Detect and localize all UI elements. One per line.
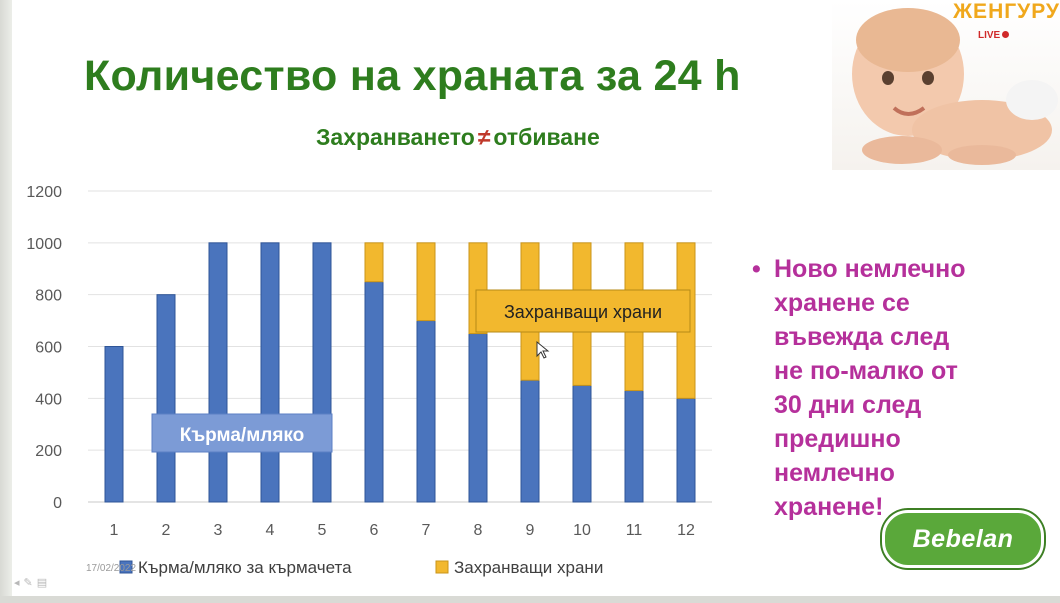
bar-milk bbox=[260, 242, 280, 503]
annotation-milk-box bbox=[151, 413, 333, 453]
bar-milk bbox=[364, 281, 384, 503]
bullet-point: • Ново немлечно хранене се въвежда след не … bbox=[752, 252, 1042, 524]
y-tick-label: 800 bbox=[35, 288, 62, 305]
baby-illustration-icon bbox=[852, 8, 1058, 165]
bullet-line: въвежда след bbox=[774, 323, 950, 351]
bar-solid bbox=[416, 242, 436, 322]
legend-label: Кърма/мляко за кърмачета bbox=[138, 558, 352, 577]
slide-date: 17/02/2022 bbox=[86, 563, 137, 574]
bar-milk bbox=[416, 320, 436, 503]
bullet-line: Ново немлечно bbox=[774, 255, 966, 283]
bar-milk bbox=[468, 333, 488, 503]
bullet-line: не по-малко от bbox=[774, 357, 958, 385]
legend-swatch bbox=[119, 560, 133, 574]
live-indicator: LIVE bbox=[978, 30, 1010, 41]
bar-milk bbox=[104, 346, 124, 503]
y-tick-label: 1200 bbox=[26, 184, 62, 201]
x-tick-label: 5 bbox=[318, 522, 327, 539]
y-tick-label: 400 bbox=[35, 391, 62, 408]
y-tick-label: 0 bbox=[53, 495, 62, 512]
slide-subtitle: Захранването ≠ отбиване bbox=[316, 124, 600, 151]
bullet-line: немлечно bbox=[774, 459, 895, 487]
bullet-dot: • bbox=[752, 255, 761, 283]
pen-icon[interactable]: ✎ bbox=[23, 577, 37, 589]
x-tick-label: 7 bbox=[422, 522, 431, 539]
annotation-milk-label: Кърма/мляко bbox=[180, 425, 305, 446]
not-equal-symbol: ≠ bbox=[477, 124, 491, 150]
chart-bars bbox=[104, 242, 696, 503]
x-axis-ticks: 1 2 3 4 5 6 7 8 9 10 11 12 bbox=[110, 522, 695, 539]
x-tick-label: 6 bbox=[370, 522, 379, 539]
bullet-line: хранене се bbox=[774, 289, 910, 317]
live-label: LIVE bbox=[978, 30, 1001, 41]
logo-text: Bebelan bbox=[912, 524, 1014, 553]
x-tick-label: 8 bbox=[474, 522, 483, 539]
subtitle-right: отбиване bbox=[493, 124, 600, 150]
bar-milk bbox=[624, 390, 644, 503]
x-tick-label: 9 bbox=[526, 522, 535, 539]
bullet-text: Ново немлечно хранене се въвежда след не по… bbox=[774, 252, 1042, 524]
bar-milk bbox=[312, 242, 332, 503]
annotation-solid-box bbox=[475, 289, 691, 333]
y-tick-label: 600 bbox=[35, 340, 62, 357]
bullet-line: 30 дни след bbox=[774, 391, 922, 419]
window-left-edge bbox=[0, 0, 12, 603]
legend-label: Захранващи храни bbox=[454, 558, 603, 577]
y-tick-label: 200 bbox=[35, 443, 62, 460]
annotation-solid-label: Захранващи храни bbox=[504, 302, 662, 322]
bar-solid bbox=[364, 242, 384, 283]
chart-annotations: Кърма/мляко Захранващи храни bbox=[151, 289, 691, 453]
x-tick-label: 1 bbox=[110, 522, 119, 539]
chart-legend: Кърма/мляко за кърмачета Захранващи храни bbox=[119, 558, 603, 577]
bullet-line: хранене! bbox=[774, 493, 884, 521]
x-tick-label: 3 bbox=[214, 522, 223, 539]
subtitle-left: Захранването bbox=[316, 124, 475, 150]
bar-milk bbox=[520, 379, 540, 503]
y-axis-ticks: 0 200 400 600 800 1000 1200 bbox=[26, 184, 62, 512]
bullet-line: предишно bbox=[774, 425, 901, 453]
slide-title: Количество на храната за 24 h bbox=[84, 52, 741, 100]
x-tick-label: 12 bbox=[677, 522, 695, 539]
brand-logo-top: ЖЕНГУРУ bbox=[953, 0, 1060, 23]
live-dot-icon bbox=[1002, 31, 1010, 38]
bar-milk bbox=[208, 242, 228, 503]
prev-slide-icon[interactable]: ◂ bbox=[14, 577, 24, 589]
x-tick-label: 4 bbox=[266, 522, 275, 539]
menu-icon[interactable]: ▤ bbox=[36, 577, 52, 589]
window-bottom-strip bbox=[0, 596, 1060, 603]
bar-milk bbox=[572, 384, 592, 503]
x-tick-label: 11 bbox=[626, 522, 643, 539]
chart-gridlines bbox=[88, 190, 712, 503]
bar-milk bbox=[156, 294, 176, 503]
slide-controls[interactable]: ◂✎▤ bbox=[14, 576, 51, 589]
bar-milk bbox=[676, 397, 696, 503]
x-tick-label: 10 bbox=[573, 522, 591, 539]
legend-swatch bbox=[435, 560, 449, 574]
bebelan-logo: Bebelan bbox=[882, 510, 1044, 568]
y-tick-label: 1000 bbox=[26, 236, 62, 253]
mouse-cursor-icon bbox=[536, 340, 550, 359]
x-tick-label: 2 bbox=[162, 522, 171, 539]
baby-photo bbox=[832, 0, 1060, 170]
